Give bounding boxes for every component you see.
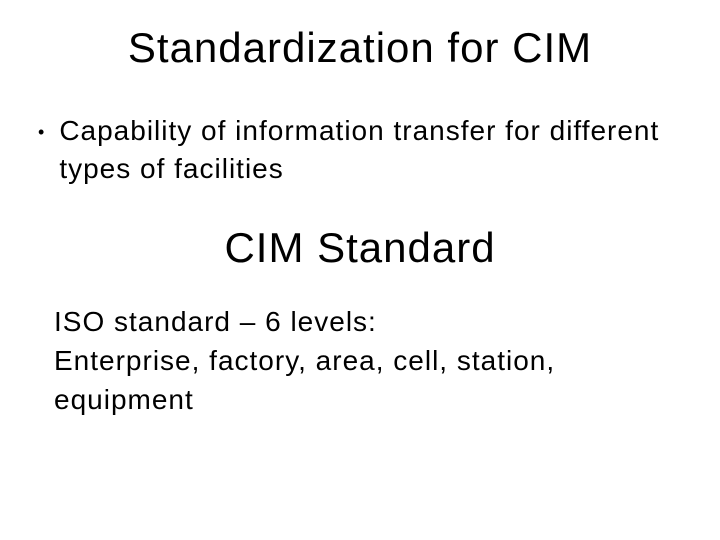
slide-subtitle: CIM Standard: [0, 224, 720, 272]
bullet-text: Capability of information transfer for d…: [59, 112, 680, 188]
bullet-list: • Capability of information transfer for…: [0, 112, 720, 188]
body-line-2: Enterprise, factory, area, cell, station…: [54, 341, 680, 419]
body-line-1: ISO standard – 6 levels:: [54, 302, 680, 341]
bullet-marker-icon: •: [38, 120, 45, 144]
slide-title: Standardization for CIM: [0, 24, 720, 72]
body-block: ISO standard – 6 levels: Enterprise, fac…: [0, 302, 720, 420]
bullet-item: • Capability of information transfer for…: [38, 112, 680, 188]
